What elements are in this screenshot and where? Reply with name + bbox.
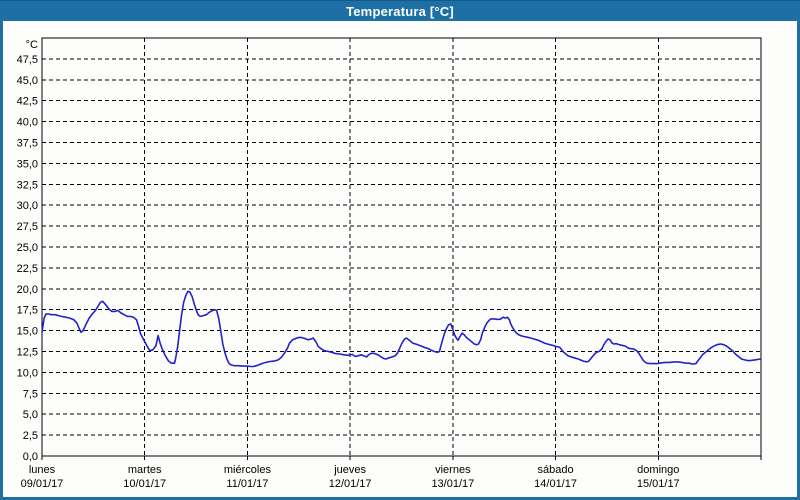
y-tick-label: 10,0 (17, 367, 38, 379)
x-date-label: 13/01/17 (431, 478, 474, 490)
y-tick-label: 42,5 (17, 96, 38, 108)
y-tick-label: 7,5 (23, 388, 38, 400)
y-tick-label: 32,5 (17, 179, 38, 191)
x-weekday-label: miércoles (224, 464, 272, 476)
chart-area: 0,0 2,5 5,0 7,5 10,0 12,5 15,0 17,5 20,0 22,5 25,0… (3, 21, 797, 497)
window-title: Temperatura [°C] (346, 3, 454, 19)
y-tick-label: 0,0 (23, 451, 38, 463)
y-tick-label: 12,5 (17, 347, 38, 359)
y-tick-label: 45,0 (17, 75, 38, 87)
y-tick-label: 35,0 (17, 158, 38, 170)
x-axis-labels: lunes 09/01/17 martes 10/01/17 miércoles 11/0… (21, 464, 680, 490)
temperature-chart: 0,0 2,5 5,0 7,5 10,0 12,5 15,0 17,5 20,0 22,5 25,0… (17, 37, 762, 490)
y-tick-label: 15,0 (17, 326, 38, 338)
x-date-label: 10/01/17 (123, 478, 166, 490)
window-titlebar: Temperatura [°C] (0, 0, 800, 21)
x-weekday-label: jueves (333, 464, 366, 476)
y-tick-label: 20,0 (17, 284, 38, 296)
x-date-label: 15/01/17 (637, 478, 680, 490)
y-axis-unit-label: °C (26, 39, 38, 51)
x-weekday-label: sábado (538, 464, 574, 476)
x-date-label: 14/01/17 (534, 478, 577, 490)
x-weekday-label: martes (128, 464, 162, 476)
x-axis-ticks (41, 456, 762, 460)
x-weekday-label: viernes (435, 464, 471, 476)
y-axis-labels: 0,0 2,5 5,0 7,5 10,0 12,5 15,0 17,5 20,0 22,5 25,0… (17, 39, 38, 463)
x-date-label: 11/01/17 (226, 478, 268, 490)
y-tick-label: 2,5 (23, 430, 38, 442)
y-tick-label: 30,0 (17, 200, 38, 212)
y-tick-label: 22,5 (17, 263, 38, 275)
temperature-series-line (41, 290, 761, 368)
x-weekday-label: lunes (29, 464, 56, 476)
y-tick-label: 5,0 (23, 409, 38, 421)
chart-gridlines (42, 38, 761, 456)
y-tick-label: 25,0 (17, 242, 38, 254)
y-tick-label: 27,5 (17, 221, 38, 233)
y-tick-label: 47,5 (17, 54, 38, 66)
y-tick-label: 40,0 (17, 117, 38, 129)
x-date-label: 09/01/17 (21, 478, 64, 490)
y-tick-label: 37,5 (17, 138, 38, 150)
x-weekday-label: domingo (637, 464, 679, 476)
x-date-label: 12/01/17 (329, 478, 372, 490)
y-tick-label: 17,5 (17, 305, 38, 317)
plot-border (41, 37, 762, 457)
